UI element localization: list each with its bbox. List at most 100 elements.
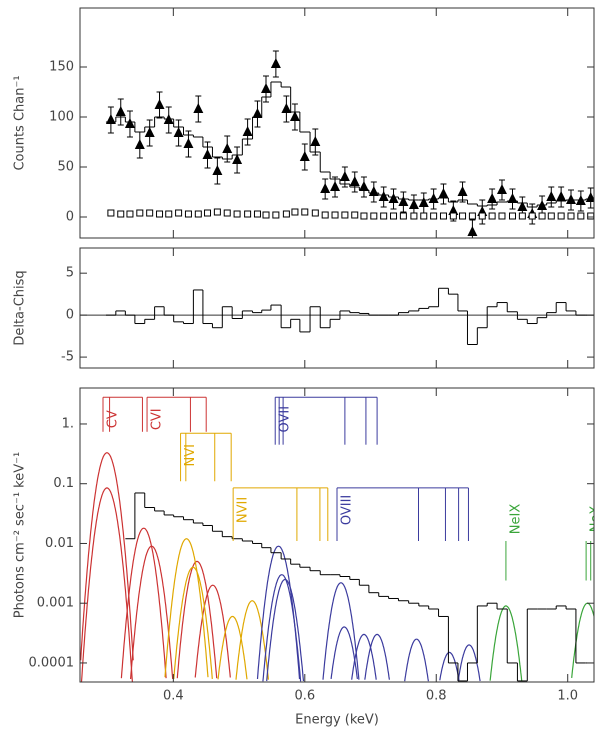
square-marker — [146, 209, 154, 217]
y-tick-label: 0.01 — [45, 536, 74, 551]
square-marker — [301, 208, 309, 216]
triangle-marker — [339, 171, 350, 181]
square-marker — [321, 211, 329, 219]
panel-frame — [79, 387, 595, 683]
triangle-marker — [232, 154, 243, 164]
square-marker — [577, 212, 585, 220]
triangle-marker — [289, 111, 300, 121]
gaussian-component — [130, 545, 174, 680]
x-tick-label: 0.8 — [426, 689, 447, 704]
square-marker — [587, 212, 594, 220]
square-marker — [117, 210, 125, 218]
gaussian-component — [80, 452, 134, 661]
triangle-marker — [556, 191, 567, 201]
triangle-marker — [517, 201, 528, 211]
square-marker — [459, 212, 467, 220]
square-marker — [390, 212, 398, 220]
y-axis-label: Photons cm⁻² sec⁻¹ keV⁻¹ — [13, 452, 28, 618]
y-tick-label: 0 — [66, 210, 74, 225]
triangle-marker — [105, 114, 116, 124]
square-marker — [272, 211, 280, 219]
square-marker — [399, 212, 407, 220]
triangle-marker — [565, 194, 576, 204]
line-id-label: OVII — [278, 406, 293, 433]
gaussian-component — [120, 527, 167, 679]
panel-frame — [79, 247, 595, 369]
line-id-label: NeX — [589, 506, 596, 533]
gaussian-component — [489, 605, 523, 681]
line-id-label: CV — [106, 410, 121, 428]
triangle-marker — [398, 196, 409, 206]
triangle-marker — [378, 191, 389, 201]
triangle-marker — [546, 191, 557, 201]
square-marker — [478, 212, 486, 220]
gaussian-component — [404, 638, 429, 682]
square-marker — [468, 212, 476, 220]
gaussian-component — [364, 633, 390, 680]
square-marker — [253, 210, 261, 218]
gaussian-component — [571, 602, 594, 678]
square-marker — [547, 212, 555, 220]
square-marker — [204, 209, 212, 217]
square-marker — [282, 210, 290, 218]
square-marker — [184, 210, 192, 218]
square-marker — [351, 211, 359, 219]
square-marker — [360, 212, 368, 220]
y-tick-label: 150 — [49, 60, 74, 75]
triangle-marker — [467, 226, 478, 236]
triangle-marker — [418, 197, 429, 207]
y-tick-label: 50 — [57, 160, 74, 175]
square-marker — [311, 209, 319, 217]
square-marker — [194, 210, 202, 218]
triangle-marker — [154, 99, 165, 109]
square-marker — [291, 208, 299, 216]
gaussian-component — [235, 600, 269, 680]
square-marker — [233, 210, 241, 218]
line-id-label: NVI — [183, 444, 198, 466]
gaussian-component — [173, 566, 213, 679]
plot-area — [105, 50, 594, 238]
triangle-marker — [212, 165, 223, 175]
triangle-marker — [173, 127, 184, 137]
square-marker — [126, 210, 134, 218]
triangle-marker — [428, 193, 439, 203]
square-marker — [175, 209, 183, 217]
y-axis-label: Counts Chan⁻¹ — [13, 75, 28, 170]
square-marker — [508, 212, 516, 220]
square-marker — [449, 212, 457, 220]
triangle-marker — [487, 193, 498, 203]
gaussian-component — [266, 578, 305, 682]
triangle-marker — [242, 126, 253, 136]
square-marker — [518, 212, 526, 220]
y-tick-label: 1. — [62, 416, 74, 431]
x-axis-label: Energy (keV) — [295, 713, 379, 728]
y-axis-label: Delta-Chisq — [13, 270, 28, 345]
triangle-marker — [124, 118, 135, 128]
square-marker — [538, 212, 546, 220]
square-marker — [498, 212, 506, 220]
triangle-marker — [252, 108, 263, 118]
gaussian-component — [176, 560, 218, 679]
triangle-marker — [270, 58, 281, 68]
plot-area — [80, 287, 594, 346]
gaussian-component — [164, 538, 209, 678]
triangle-marker — [408, 199, 419, 209]
square-marker — [223, 209, 231, 217]
line-id-label: NeIX — [508, 504, 523, 535]
square-marker — [136, 209, 144, 217]
x-tick-label: 1.0 — [557, 689, 578, 704]
triangle-marker — [261, 83, 272, 93]
gaussian-component — [194, 584, 231, 678]
square-marker — [380, 212, 388, 220]
triangle-marker — [144, 127, 155, 137]
line-id-label: NVII — [236, 497, 251, 523]
square-marker — [370, 212, 378, 220]
line-id-label: CVI — [150, 408, 165, 430]
triangle-marker — [193, 103, 204, 113]
square-marker — [430, 212, 438, 220]
plot-area: CV CVI NVI NVII OVII OVIII NeIX NeX — [80, 396, 596, 682]
gaussian-component — [457, 644, 481, 682]
y-tick-label: 0 — [66, 308, 74, 323]
triangle-marker — [281, 103, 292, 113]
